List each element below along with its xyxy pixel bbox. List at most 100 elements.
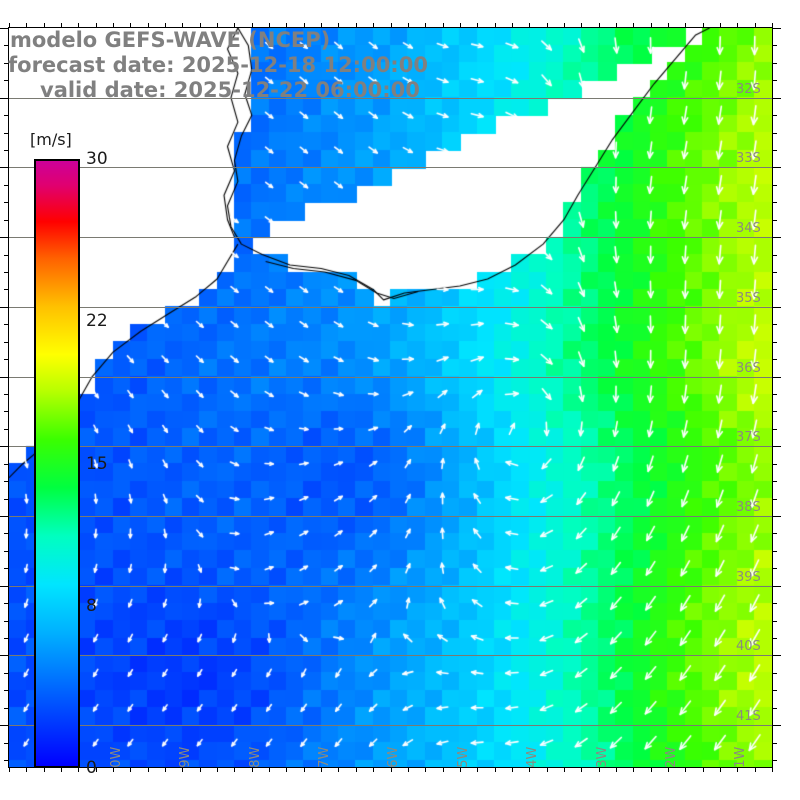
left-tick bbox=[4, 255, 9, 256]
left-tick bbox=[4, 63, 9, 64]
top-tick bbox=[737, 23, 738, 28]
left-tick bbox=[4, 533, 9, 534]
bottom-tick bbox=[616, 767, 617, 772]
left-tick bbox=[0, 307, 9, 308]
top-tick bbox=[373, 23, 374, 28]
right-tick bbox=[772, 255, 777, 256]
left-tick bbox=[4, 551, 9, 552]
bottom-tick bbox=[443, 767, 444, 772]
bottom-tick bbox=[703, 767, 704, 772]
bottom-tick bbox=[130, 767, 131, 772]
right-tick bbox=[772, 133, 777, 134]
top-tick bbox=[9, 23, 10, 28]
top-tick bbox=[547, 23, 548, 28]
right-tick bbox=[772, 638, 777, 639]
bottom-tick bbox=[356, 767, 357, 772]
bottom-tick bbox=[165, 767, 166, 772]
top-tick bbox=[581, 23, 582, 28]
right-tick bbox=[772, 429, 777, 430]
right-tick bbox=[772, 690, 777, 691]
right-tick bbox=[772, 45, 777, 46]
right-tick bbox=[772, 167, 781, 168]
left-tick bbox=[4, 115, 9, 116]
right-tick bbox=[772, 324, 777, 325]
left-tick bbox=[4, 342, 9, 343]
right-tick bbox=[772, 621, 777, 622]
bottom-tick bbox=[495, 767, 496, 772]
right-tick bbox=[772, 446, 781, 447]
left-tick bbox=[4, 394, 9, 395]
left-tick bbox=[4, 133, 9, 134]
top-tick bbox=[703, 23, 704, 28]
bottom-tick bbox=[269, 767, 270, 772]
right-tick bbox=[772, 708, 777, 709]
bottom-tick bbox=[564, 767, 565, 772]
left-tick bbox=[0, 446, 9, 447]
right-tick bbox=[772, 377, 781, 378]
left-tick bbox=[0, 377, 9, 378]
top-tick bbox=[599, 23, 600, 28]
left-tick bbox=[4, 429, 9, 430]
bottom-tick bbox=[217, 767, 218, 772]
bottom-tick bbox=[460, 767, 461, 772]
right-tick bbox=[772, 220, 777, 221]
top-tick bbox=[633, 23, 634, 28]
left-tick bbox=[0, 98, 9, 99]
left-tick bbox=[0, 725, 9, 726]
left-tick bbox=[4, 708, 9, 709]
right-tick bbox=[772, 185, 777, 186]
top-tick bbox=[356, 23, 357, 28]
top-tick bbox=[26, 23, 27, 28]
bottom-tick bbox=[720, 767, 721, 772]
bottom-tick bbox=[651, 767, 652, 772]
top-tick bbox=[234, 23, 235, 28]
left-tick bbox=[0, 237, 9, 238]
top-tick bbox=[113, 23, 114, 28]
bottom-tick bbox=[408, 767, 409, 772]
top-tick bbox=[564, 23, 565, 28]
top-tick bbox=[286, 23, 287, 28]
bottom-tick bbox=[512, 767, 513, 772]
top-tick bbox=[443, 23, 444, 28]
bottom-tick bbox=[113, 767, 114, 772]
left-tick bbox=[4, 185, 9, 186]
right-tick bbox=[772, 80, 777, 81]
bottom-tick bbox=[96, 767, 97, 772]
right-tick bbox=[772, 28, 781, 29]
left-tick bbox=[4, 621, 9, 622]
bottom-tick bbox=[772, 767, 773, 772]
right-tick bbox=[772, 342, 777, 343]
right-tick bbox=[772, 481, 777, 482]
left-tick bbox=[4, 673, 9, 674]
top-tick bbox=[200, 23, 201, 28]
right-tick bbox=[772, 655, 781, 656]
left-tick bbox=[4, 202, 9, 203]
top-tick bbox=[61, 23, 62, 28]
left-tick bbox=[4, 220, 9, 221]
top-tick bbox=[338, 23, 339, 28]
top-tick bbox=[96, 23, 97, 28]
bottom-tick bbox=[755, 767, 756, 772]
right-tick bbox=[772, 725, 781, 726]
top-tick bbox=[460, 23, 461, 28]
top-tick bbox=[182, 23, 183, 28]
top-tick bbox=[512, 23, 513, 28]
right-tick bbox=[772, 394, 777, 395]
bottom-tick bbox=[668, 767, 669, 772]
top-tick bbox=[217, 23, 218, 28]
right-tick bbox=[772, 586, 781, 587]
left-tick bbox=[4, 499, 9, 500]
left-tick bbox=[4, 603, 9, 604]
right-tick bbox=[772, 307, 781, 308]
bottom-tick bbox=[286, 767, 287, 772]
map-plot-area[interactable]: 61W 60W 59W 58W 57W 56W 55W 54W 53W 52W 51W 32S 33S 3… bbox=[8, 27, 773, 768]
top-tick bbox=[408, 23, 409, 28]
top-tick bbox=[130, 23, 131, 28]
top-tick bbox=[425, 23, 426, 28]
left-tick bbox=[4, 481, 9, 482]
top-tick bbox=[78, 23, 79, 28]
right-tick bbox=[772, 499, 777, 500]
left-tick bbox=[4, 411, 9, 412]
right-tick bbox=[772, 202, 777, 203]
